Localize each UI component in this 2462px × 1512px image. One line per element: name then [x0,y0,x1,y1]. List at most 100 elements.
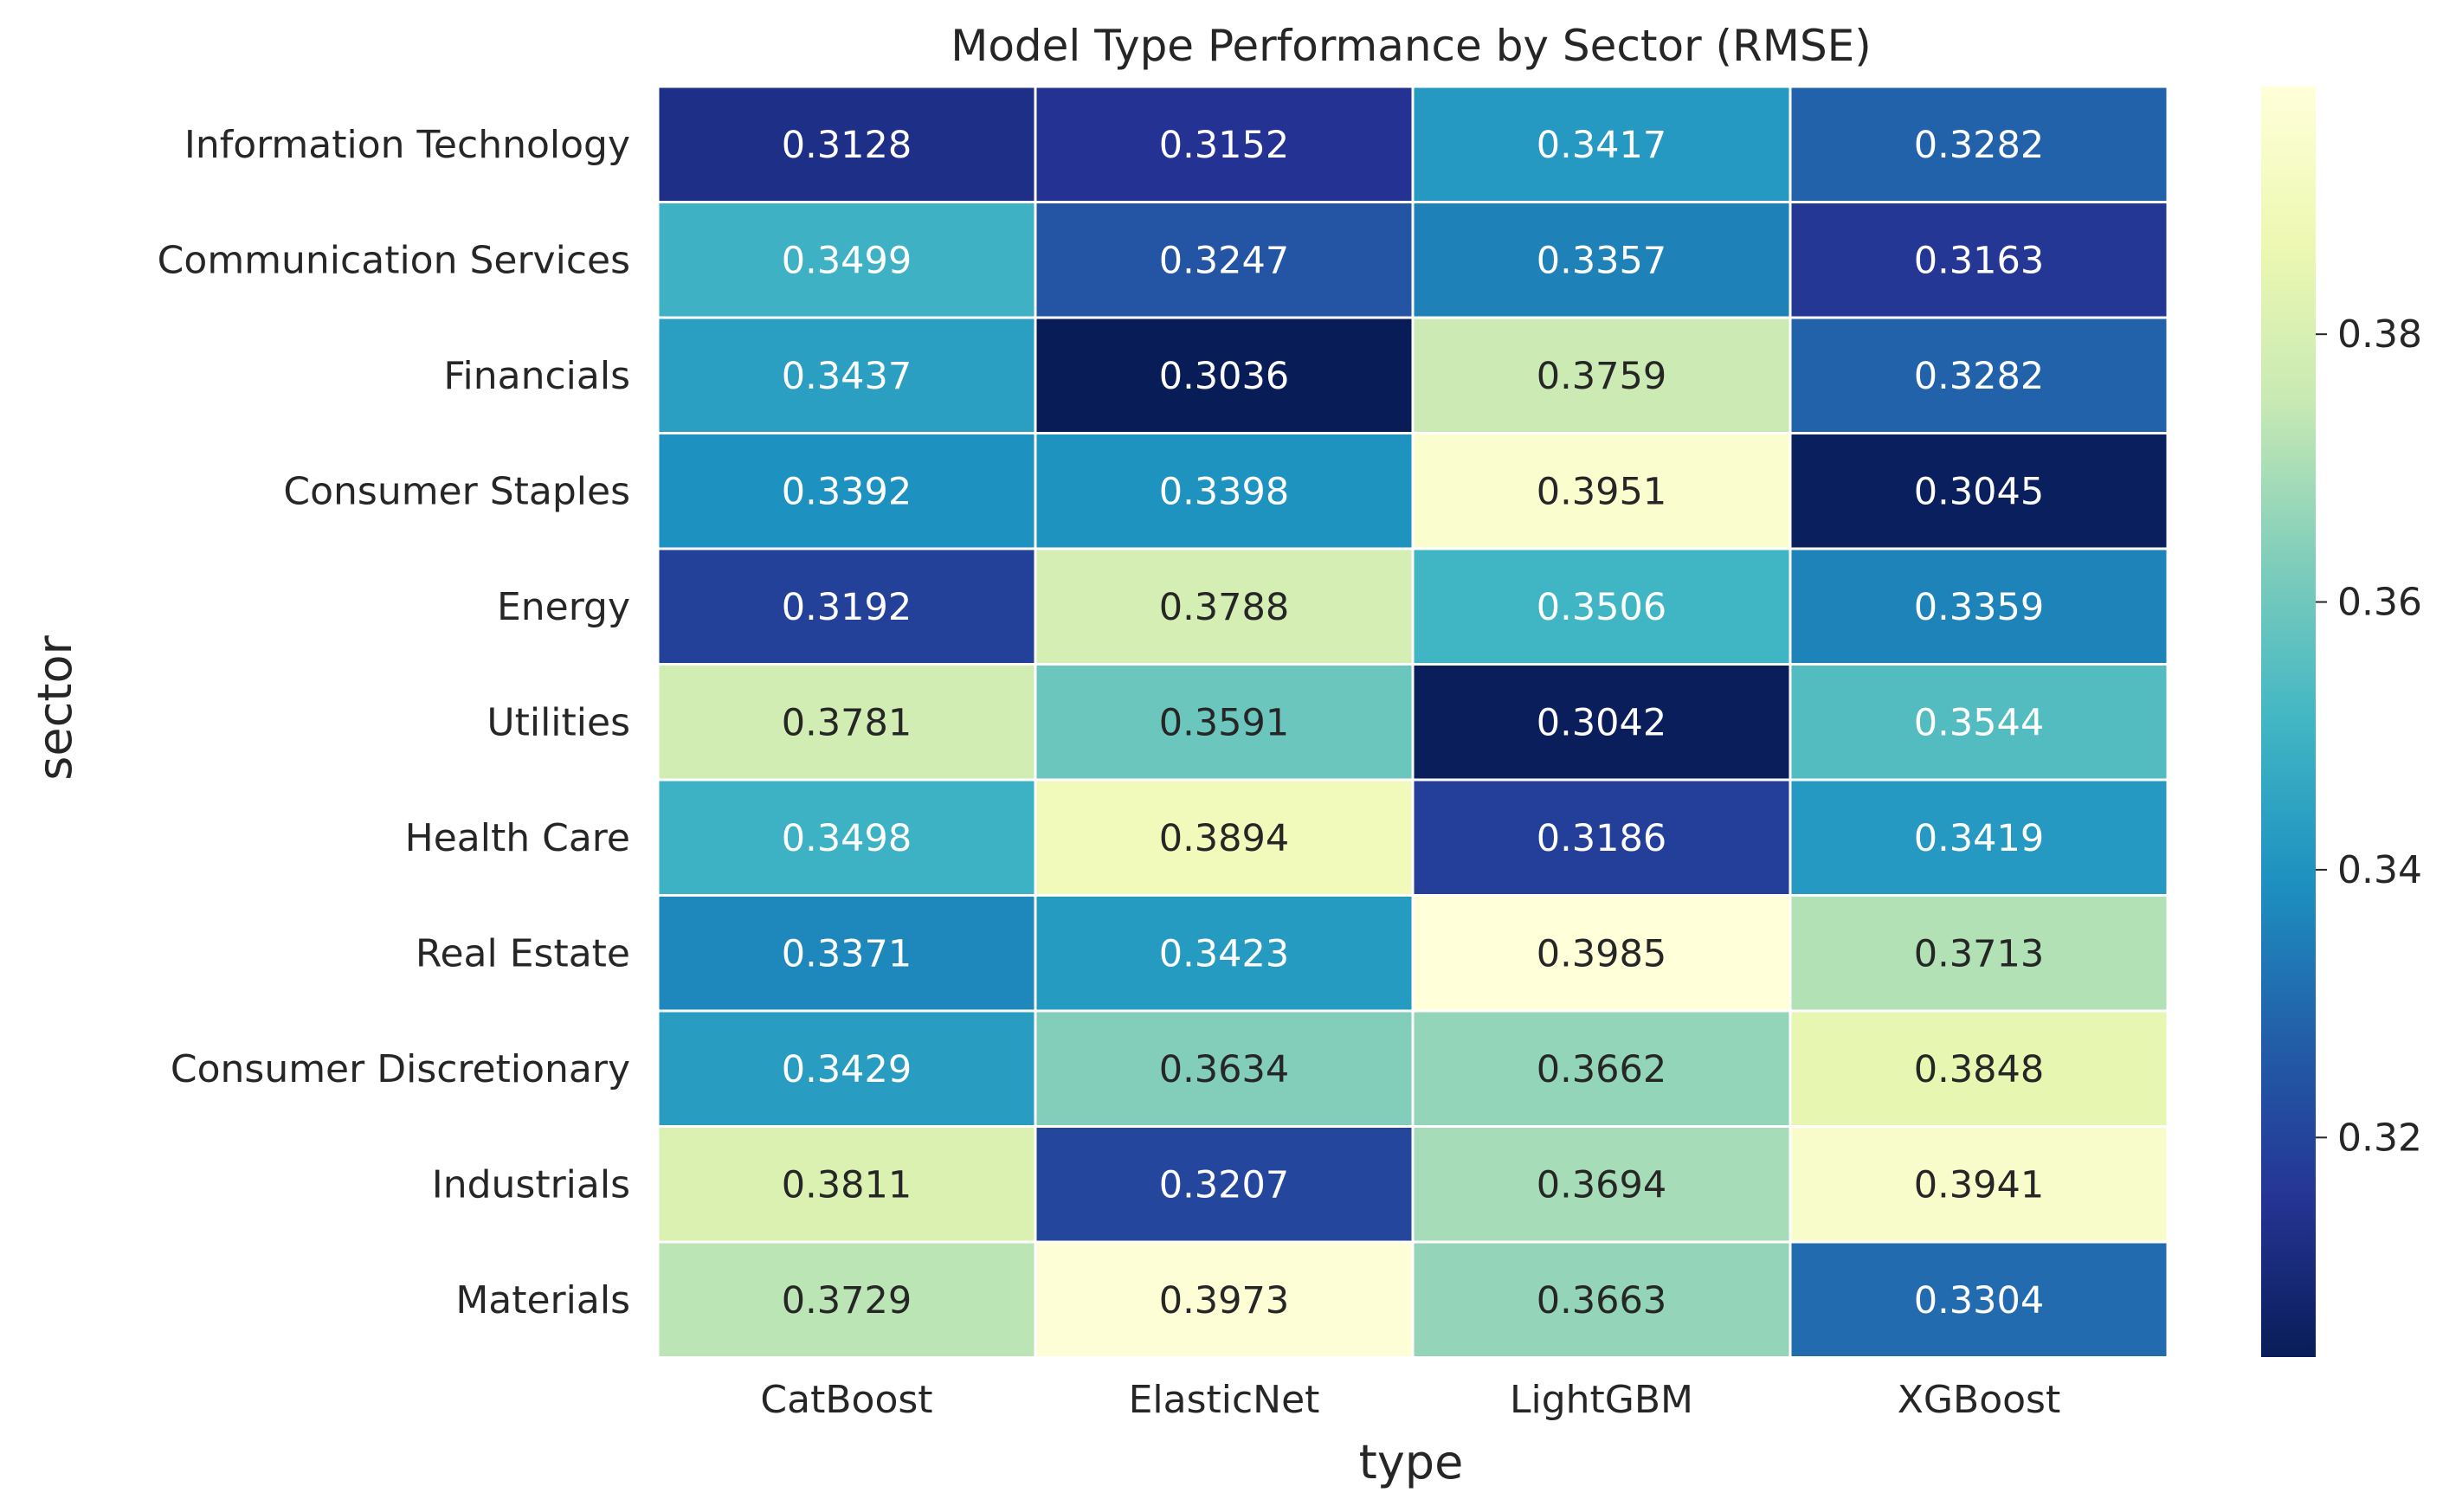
heatmap-cell [656,85,1037,203]
cell-value-label: 0.3247 [1159,239,1289,282]
heatmap-cell [1411,778,1792,897]
colorbar-tick-label: 0.38 [2337,312,2422,357]
cell-value-label: 0.3392 [782,470,912,513]
cell-value-label: 0.3045 [1914,470,2044,513]
heatmap-cell [656,547,1037,666]
colorbar: 0.32 0.34 0.36 0.38 [2261,87,2422,1357]
row-tick-label: Health Care [405,816,630,860]
cell-value-label: 0.3498 [782,817,912,860]
heatmap-cell [1788,663,2169,782]
cell-value-label: 0.3894 [1159,817,1289,860]
cell-value-label: 0.3042 [1537,701,1666,744]
cell-value-label: 0.3359 [1914,586,2044,629]
cell-value-label: 0.3811 [782,1163,912,1206]
heatmap-cell [1788,778,2169,897]
cell-value-label: 0.3419 [1914,817,2044,860]
heatmap-cell [1788,85,2169,203]
cell-value-label: 0.3788 [1159,586,1289,629]
cell-value-label: 0.3729 [782,1279,912,1322]
colorbar-tick-label: 0.32 [2337,1116,2422,1160]
cell-value-label: 0.3663 [1537,1279,1666,1322]
cell-value-label: 0.3163 [1914,239,2044,282]
column-tick-label: ElasticNet [1129,1378,1320,1422]
heatmap-cell [1411,663,1792,782]
cell-value-label: 0.3713 [1914,932,2044,975]
cell-value-label: 0.3973 [1159,1279,1289,1322]
cell-value-label: 0.3506 [1537,586,1666,629]
cell-value-label: 0.3499 [782,239,912,282]
heatmap-cell [1034,663,1415,782]
heatmap-cell [1788,432,2169,550]
cell-value-label: 0.3437 [782,355,912,398]
cell-value-label: 0.3417 [1537,124,1666,167]
heatmap-cell [656,1240,1037,1359]
cell-value-label: 0.3398 [1159,470,1289,513]
colorbar-tick-label: 0.34 [2337,848,2422,892]
cell-value-label: 0.3848 [1914,1048,2044,1091]
heatmap-cell [1411,1125,1792,1244]
heatmap-cell [1788,1125,2169,1244]
cell-value-label: 0.3662 [1537,1048,1666,1091]
row-tick-label: Financials [443,354,630,398]
heatmap-cells: 0.3128 0.3152 0.3417 0.3282 0.3499 0.3247 0.33… [656,85,2169,1359]
row-tick-label: Consumer Discretionary [171,1047,630,1091]
heatmap-cell [1034,1240,1415,1359]
cell-value-label: 0.3357 [1537,239,1666,282]
cell-value-label: 0.3128 [782,124,912,167]
heatmap-cell [1034,316,1415,434]
heatmap-cell [1034,1125,1415,1244]
heatmap-cell [1034,201,1415,319]
cell-value-label: 0.3152 [1159,124,1289,167]
heatmap-cell [1788,1009,2169,1128]
heatmap-cell [1411,1240,1792,1359]
heatmap-cell [656,894,1037,1013]
cell-value-label: 0.3781 [782,701,912,744]
chart-title: Model Type Performance by Sector (RMSE) [951,21,1872,71]
heatmap-cell [1788,1240,2169,1359]
cell-value-label: 0.3186 [1537,817,1666,860]
column-labels: CatBoost ElasticNet LightGBM XGBoost [760,1378,2060,1422]
colorbar-tick-label: 0.36 [2337,581,2422,625]
row-labels: Information Technology Communication Serv… [158,123,630,1322]
row-tick-label: Materials [455,1278,630,1322]
column-tick-label: XGBoost [1898,1378,2060,1422]
column-tick-label: LightGBM [1510,1378,1693,1422]
row-tick-label: Communication Services [158,238,630,282]
cell-value-label: 0.3759 [1537,355,1666,398]
cell-value-label: 0.3192 [782,586,912,629]
heatmap-cell [656,1125,1037,1244]
cell-value-label: 0.3544 [1914,701,2044,744]
cell-value-label: 0.3634 [1159,1048,1289,1091]
row-tick-label: Industrials [432,1162,630,1206]
row-tick-label: Energy [497,585,630,629]
cell-value-label: 0.3951 [1537,470,1666,513]
heatmap-cell [1411,85,1792,203]
row-tick-label: Utilities [487,700,630,744]
cell-value-label: 0.3304 [1914,1279,2044,1322]
colorbar-gradient [2261,87,2316,1357]
cell-value-label: 0.3207 [1159,1163,1289,1206]
heatmap-cell [1411,894,1792,1013]
cell-value-label: 0.3591 [1159,701,1289,744]
row-tick-label: Information Technology [184,123,630,167]
heatmap-cell [1788,316,2169,434]
column-tick-label: CatBoost [760,1378,932,1422]
heatmap-cell [656,778,1037,897]
cell-value-label: 0.3941 [1914,1163,2044,1206]
cell-value-label: 0.3429 [782,1048,912,1091]
cell-value-label: 0.3371 [782,932,912,975]
heatmap-cell [1411,547,1792,666]
x-axis-label: type [1359,1435,1464,1489]
cell-value-label: 0.3282 [1914,124,2044,167]
cell-value-label: 0.3282 [1914,355,2044,398]
heatmap-cell [1034,432,1415,550]
cell-value-label: 0.3423 [1159,932,1289,975]
cell-value-label: 0.3694 [1537,1163,1666,1206]
row-tick-label: Real Estate [416,931,630,975]
cell-value-label: 0.3036 [1159,355,1289,398]
row-tick-label: Consumer Staples [283,469,630,513]
heatmap-cell [1788,201,2169,319]
heatmap-cell [1034,547,1415,666]
heatmap-cell [1034,85,1415,203]
cell-value-label: 0.3985 [1537,932,1666,975]
